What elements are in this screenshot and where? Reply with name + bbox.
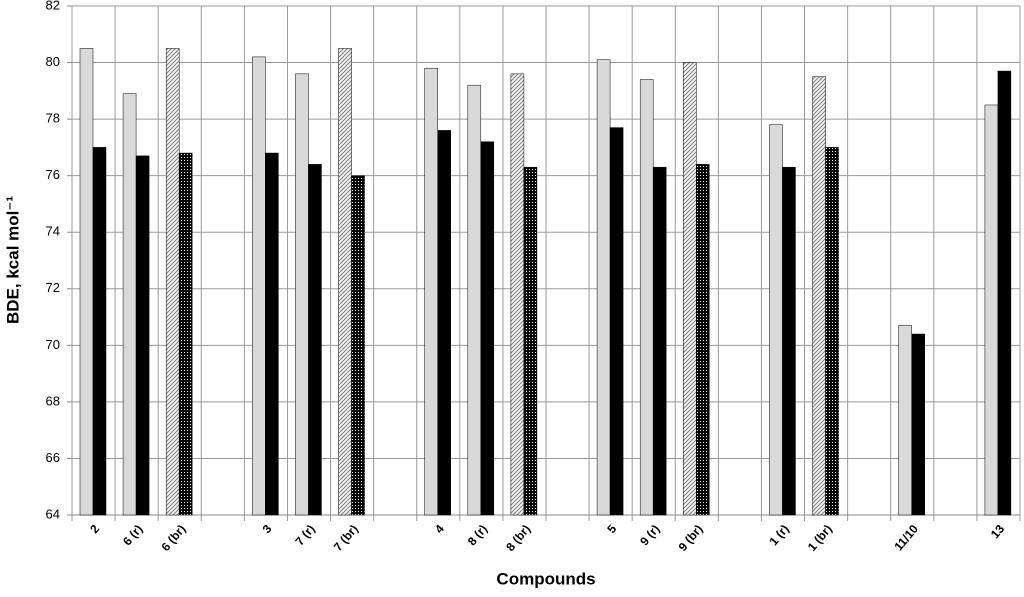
bar (79, 48, 94, 516)
y-tick-label: 70 (46, 337, 60, 352)
bar (295, 73, 309, 516)
bar (683, 62, 697, 516)
y-tick-label: 64 (46, 506, 60, 521)
bar (911, 333, 925, 516)
bar (122, 93, 137, 516)
x-tick-label: 2 (87, 522, 102, 536)
bar (165, 48, 180, 516)
bar (652, 166, 667, 516)
x-tick-label: 8 (r) (465, 522, 490, 548)
bar (480, 141, 495, 516)
y-axis-title: BDE, kcal mol⁻¹ (3, 196, 22, 324)
bar (437, 130, 451, 516)
x-tick-label: 7 (br) (331, 522, 361, 554)
y-tick-label: 68 (46, 393, 60, 408)
bar (997, 70, 1012, 516)
bar (825, 147, 839, 516)
x-tick-label: 9 (r) (637, 522, 662, 548)
bar (338, 48, 352, 516)
bar (782, 166, 796, 516)
x-axis-title: Compounds (496, 569, 595, 588)
bar (609, 127, 624, 516)
bar (984, 104, 999, 516)
x-tick-label: 5 (604, 522, 619, 536)
bar (523, 166, 538, 516)
bar (696, 164, 710, 516)
bar (467, 84, 482, 516)
bar (898, 325, 912, 516)
bar (510, 73, 525, 516)
x-tick-label: 4 (432, 522, 447, 536)
y-tick-label: 82 (46, 0, 60, 12)
bar (639, 79, 654, 516)
x-tick-label: 6 (r) (120, 522, 145, 548)
bar (596, 59, 611, 516)
y-tick-label: 80 (46, 54, 60, 69)
x-tick-label: 7 (r) (292, 522, 317, 548)
bar (351, 175, 365, 516)
x-tick-label: 1 (r) (766, 522, 791, 548)
x-tick-label: 9 (br) (676, 522, 706, 554)
x-tick-label: 3 (260, 522, 275, 536)
bar (135, 155, 150, 516)
bar (812, 76, 826, 516)
y-tick-label: 72 (46, 280, 60, 295)
y-tick-label: 74 (46, 224, 60, 239)
bar (252, 56, 266, 516)
y-tick-label: 76 (46, 167, 60, 182)
bar (424, 67, 438, 516)
bar (178, 152, 193, 516)
x-tick-label: 13 (988, 522, 1008, 541)
y-tick-label: 66 (46, 450, 60, 465)
bar (308, 164, 322, 516)
bar (92, 147, 107, 516)
x-tick-label: 11/10 (891, 522, 921, 554)
x-tick-label: 1 (br) (805, 522, 835, 554)
x-tick-label: 6 (br) (158, 522, 188, 554)
x-tick-label: 8 (br) (503, 522, 533, 554)
bar (265, 152, 279, 516)
bar (769, 124, 783, 516)
y-tick-label: 78 (46, 111, 60, 126)
